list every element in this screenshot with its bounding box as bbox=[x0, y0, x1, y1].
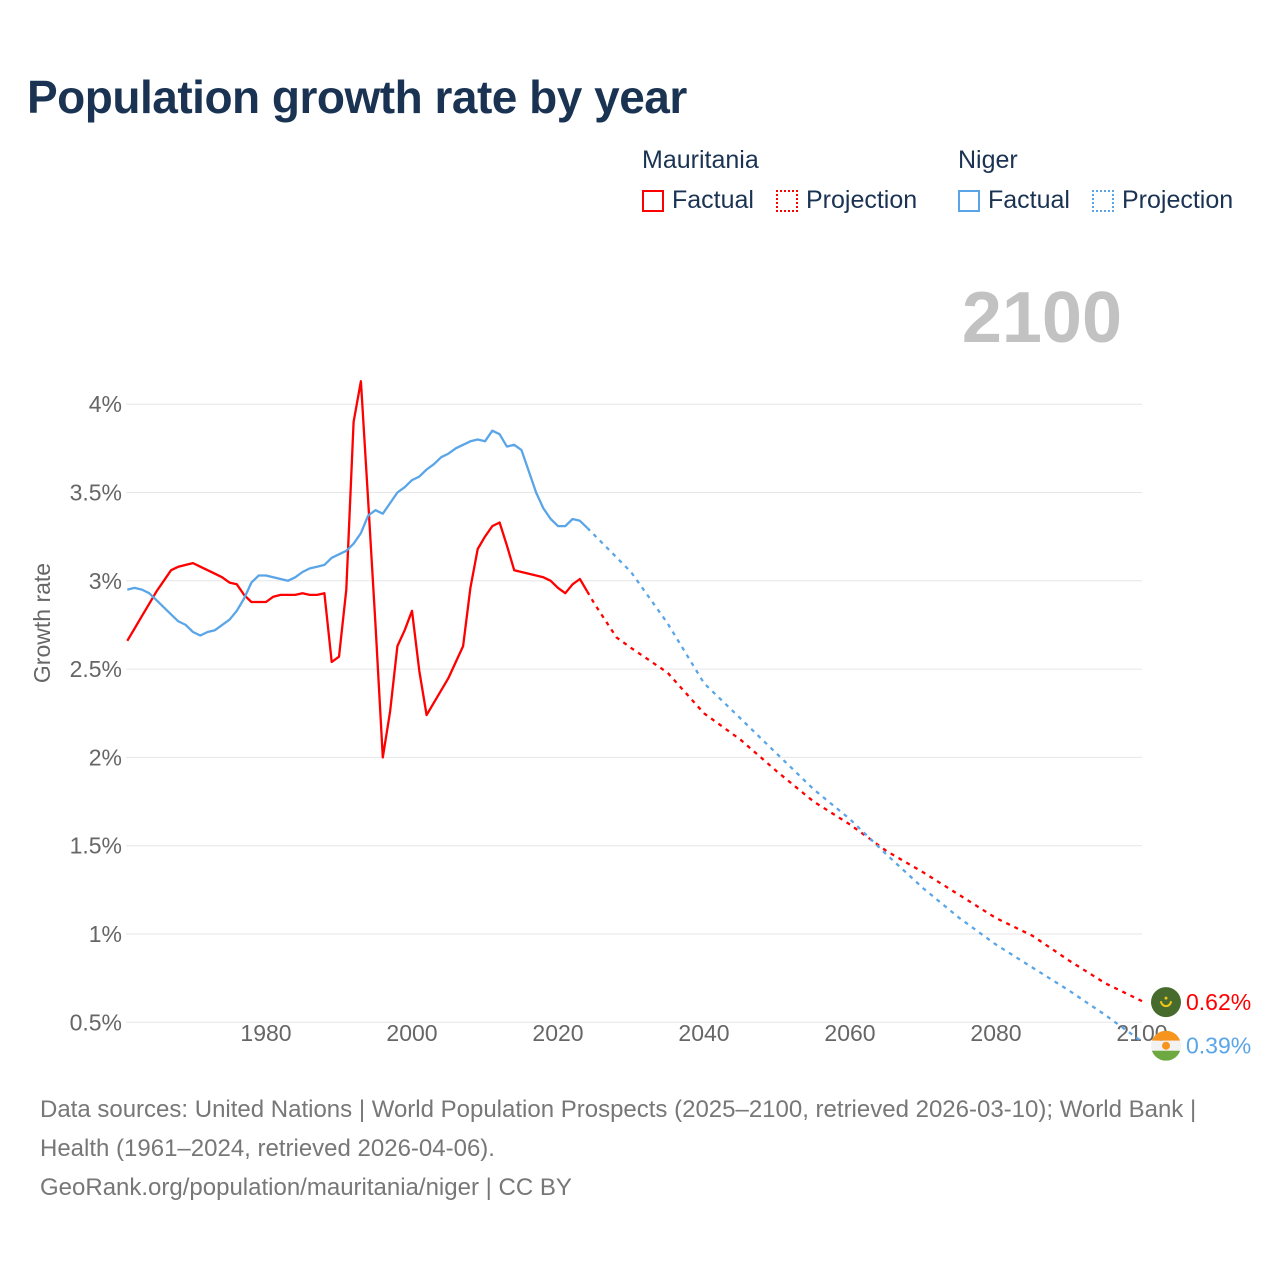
chart-title: Population growth rate by year bbox=[27, 71, 687, 123]
legend-niger-factual[interactable]: Factual bbox=[958, 186, 1070, 215]
x-tick-label: 2040 bbox=[678, 1020, 729, 1046]
niger-projection-line bbox=[586, 526, 1143, 1043]
legend-swatch-dotted bbox=[1092, 189, 1114, 212]
legend-label: Factual bbox=[672, 186, 754, 214]
legend-swatch-solid bbox=[958, 189, 980, 212]
x-tick-label: 1980 bbox=[240, 1020, 291, 1046]
x-tick-label: 2060 bbox=[824, 1020, 875, 1046]
legend-label: Projection bbox=[1122, 186, 1234, 214]
niger-factual-line bbox=[127, 429, 588, 637]
credit-link[interactable]: GeoRank.org/population/mauritania/niger … bbox=[40, 1174, 572, 1201]
mauritania-flag-icon bbox=[1151, 987, 1181, 1018]
y-tick-label: 4% bbox=[89, 391, 122, 417]
legend-niger-projection[interactable]: Projection bbox=[1092, 186, 1233, 215]
legend-label: Factual bbox=[988, 186, 1070, 214]
legend-swatch-solid bbox=[642, 189, 664, 212]
legend-group-niger: Niger bbox=[958, 146, 1018, 174]
current-year-label: 2100 bbox=[962, 278, 1122, 358]
y-tick-label: 1.5% bbox=[70, 833, 122, 859]
mauritania-factual-line bbox=[126, 380, 589, 759]
y-tick-label: 3.5% bbox=[70, 480, 122, 506]
x-tick-label: 2020 bbox=[532, 1020, 583, 1046]
legend-label: Projection bbox=[806, 186, 918, 214]
mauritania-projection-line bbox=[586, 590, 1143, 1003]
data-sources: Data sources: United Nations | World Pop… bbox=[40, 1096, 1197, 1162]
legend-swatch-dotted bbox=[776, 189, 798, 212]
legend-group-mauritania: Mauritania bbox=[642, 146, 759, 174]
y-tick-label: 2% bbox=[89, 744, 122, 770]
x-tick-label: 2000 bbox=[386, 1020, 437, 1046]
mauritania-end-value-label: 0.62% bbox=[1186, 989, 1251, 1015]
line-chart: 2100 Growth rate 0.5% 1% 1.5% 2% 2.5% 3% 3.5% 4… bbox=[29, 278, 1251, 1061]
legend-mauritania-projection[interactable]: Projection bbox=[776, 186, 917, 215]
footer: Data sources: United Nations | World Pop… bbox=[40, 1090, 1240, 1207]
y-tick-label: 2.5% bbox=[70, 656, 122, 682]
y-tick-label: 1% bbox=[89, 921, 122, 947]
legend-mauritania-factual[interactable]: Factual bbox=[642, 186, 754, 215]
niger-flag-icon bbox=[1151, 1030, 1181, 1061]
y-tick-label: 3% bbox=[89, 568, 122, 594]
y-axis-label: Growth rate bbox=[29, 563, 55, 683]
y-tick-label: 0.5% bbox=[70, 1009, 122, 1035]
x-tick-label: 2080 bbox=[970, 1020, 1021, 1046]
niger-end-value-label: 0.39% bbox=[1186, 1033, 1251, 1059]
